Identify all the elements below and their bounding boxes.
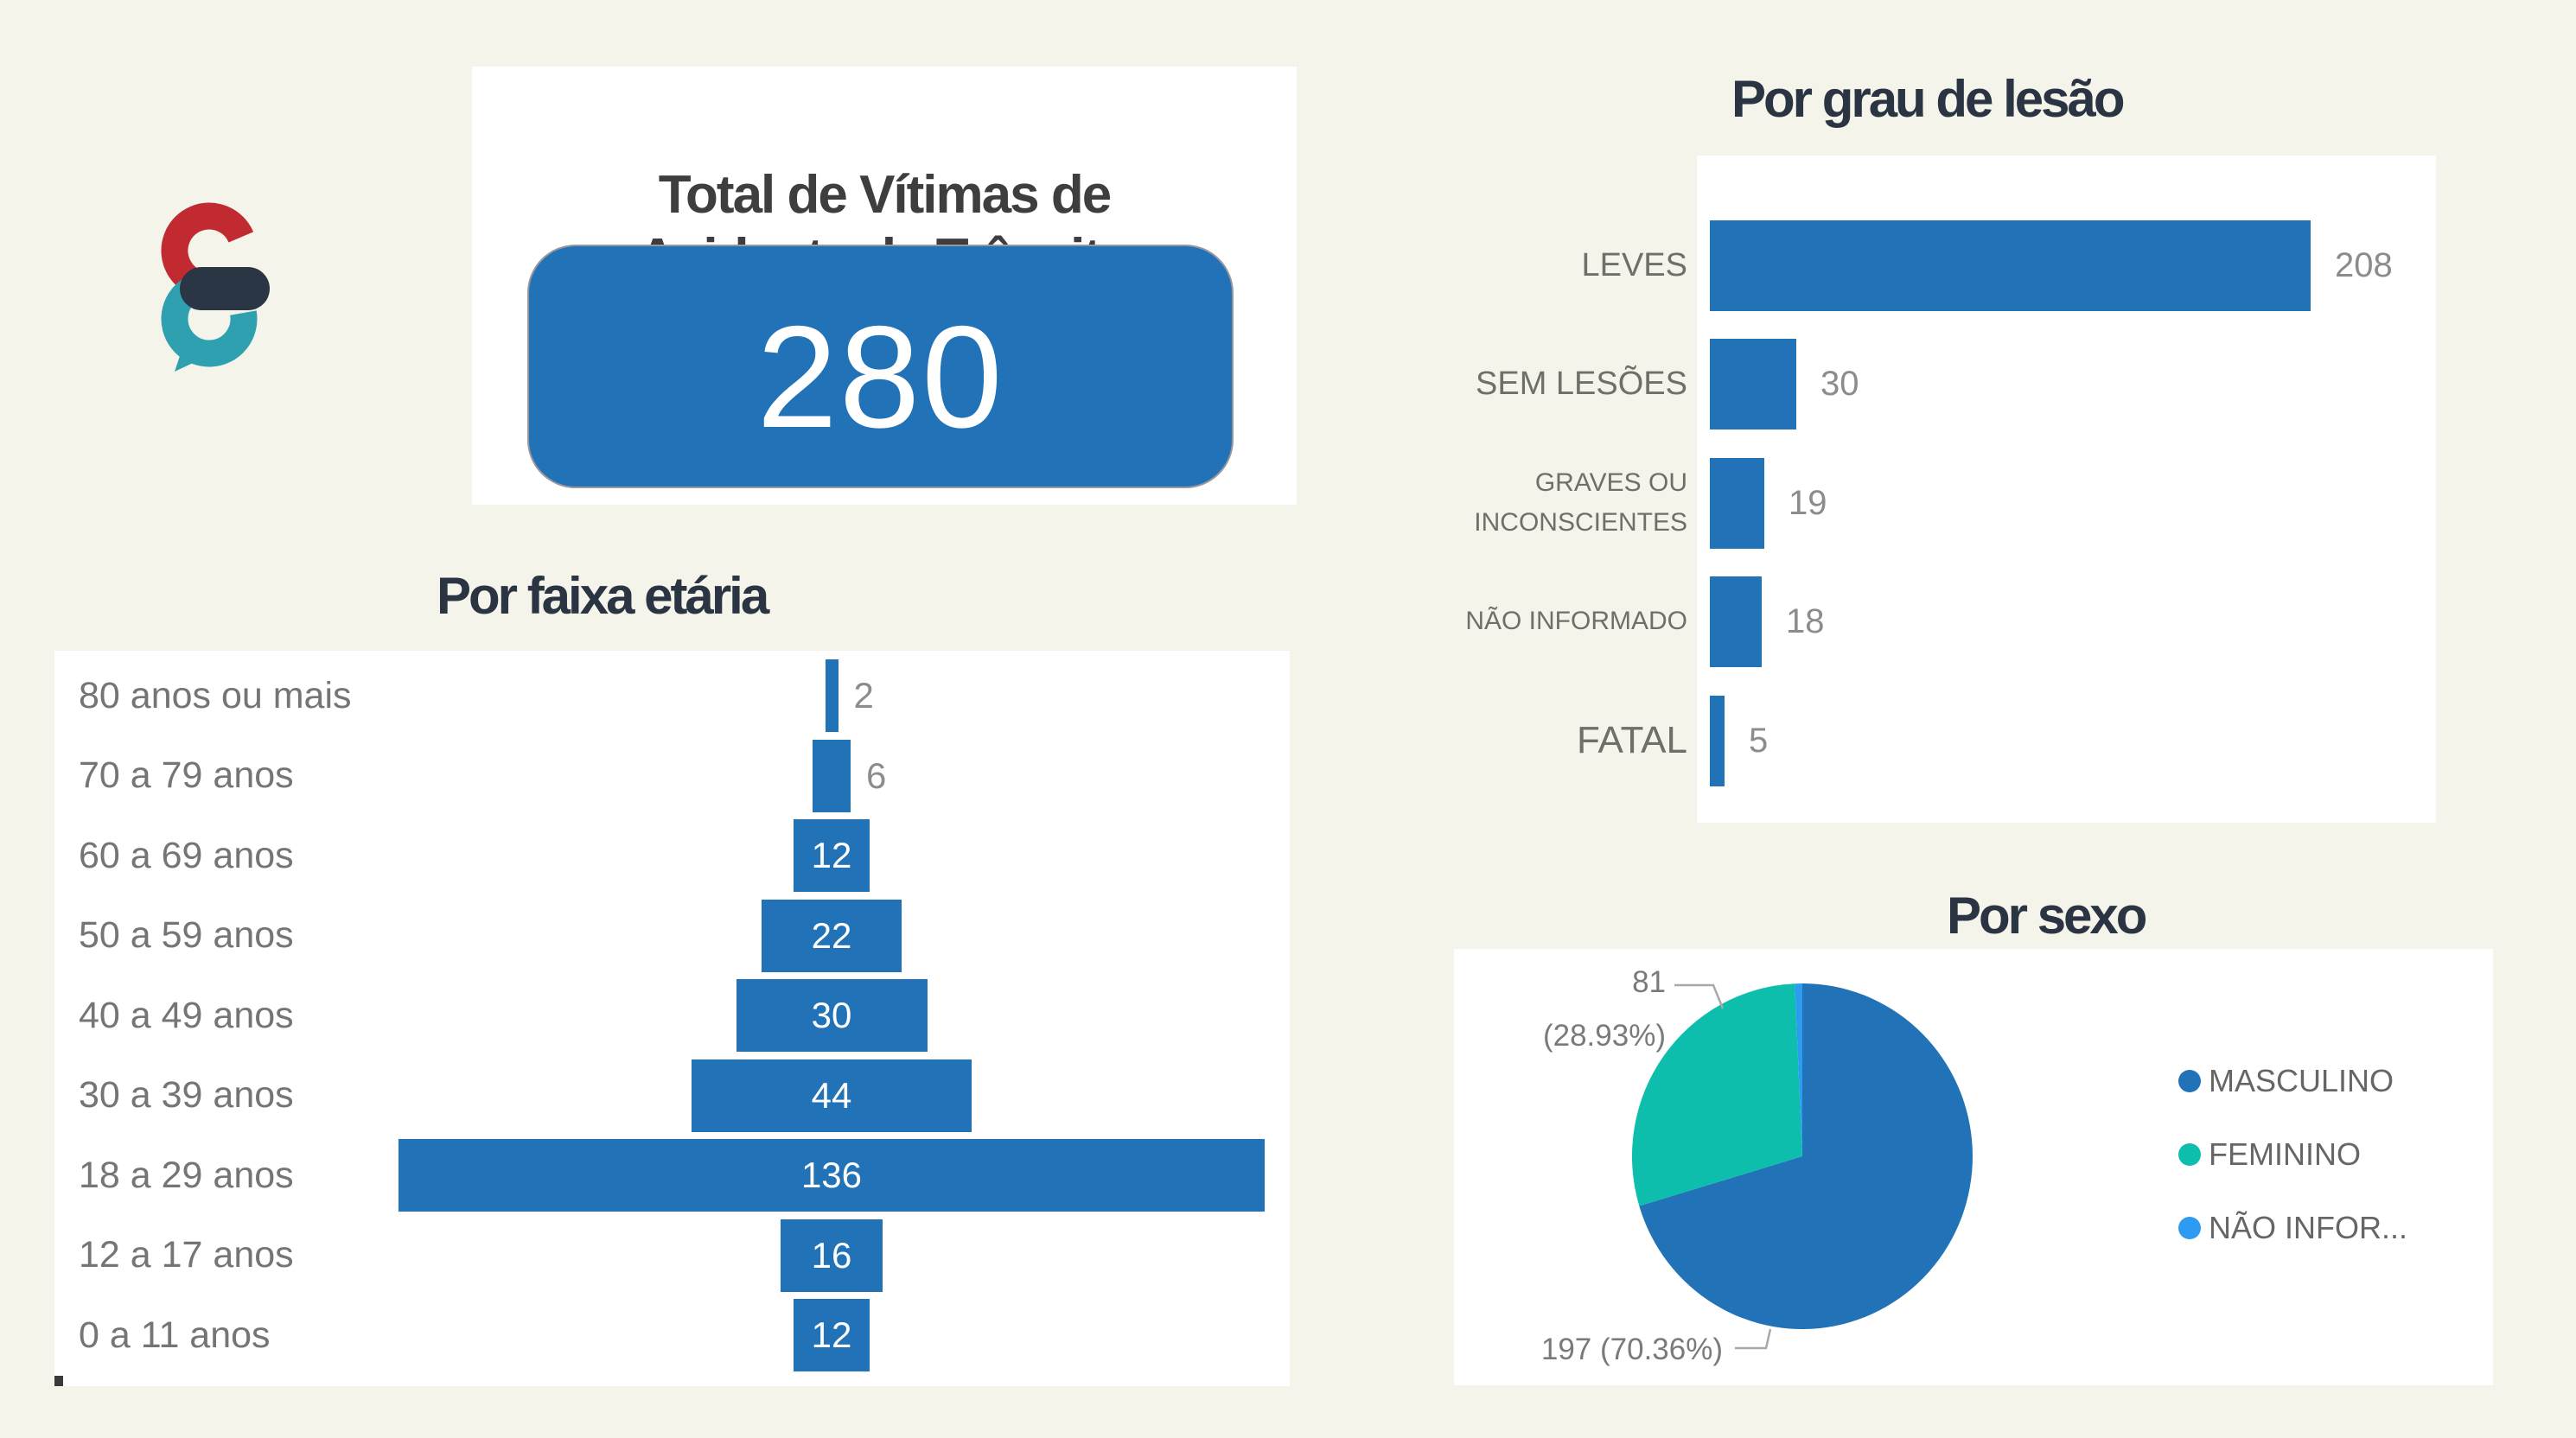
kpi-card: Total de Vítimas de Acidente de Trânsito… [472, 67, 1297, 505]
faixa-bar-value-4: 30 [811, 995, 852, 1036]
grau-bar-0[interactable] [1710, 220, 2311, 311]
faixa-bar-6[interactable] [399, 1139, 1265, 1212]
screen-artifact-speck [54, 1376, 63, 1386]
legend-item-2[interactable]: NÃO INFOR... [2178, 1210, 2408, 1245]
faixa-bar-2[interactable] [794, 819, 870, 893]
faixa-category-label-6: 18 a 29 anos [79, 1154, 294, 1196]
grau-category-label-1: SEM LESÕES [1476, 366, 1687, 403]
grau-bar-value-2: 19 [1789, 483, 1827, 522]
faixa-bar-value-2: 12 [811, 835, 852, 876]
pie-slice-n-o-infor-[interactable] [1795, 983, 1802, 1156]
faixa-bar-3[interactable] [762, 899, 902, 972]
grau-chart-plot-area: 208 30 19 18 5 [1697, 156, 2436, 823]
sexo-pie-chart [1631, 983, 1973, 1350]
faixa-bar-value-8: 12 [811, 1314, 852, 1356]
pie-callout-feminino-pct: (28.93%) [1542, 1019, 1666, 1053]
legend-dot-icon [2178, 1070, 2201, 1092]
legend-item-0[interactable]: MASCULINO [2178, 1063, 2407, 1098]
sexo-chart-title: Por sexo [1947, 887, 2147, 945]
grau-category-label-2: GRAVES OU INCONSCIENTES [1474, 468, 1687, 538]
faixa-chart-title: Por faixa etária [437, 567, 769, 625]
legend-dot-icon [2178, 1217, 2201, 1239]
legend-label-0: MASCULINO [2209, 1063, 2394, 1098]
sexo-chart-legend: MASCULINO FEMININO NÃO INFOR... [2178, 1063, 2408, 1284]
grau-chart-title: Por grau de lesão [1731, 70, 2125, 128]
logo-navy-pill [180, 267, 270, 310]
grau-bar-4[interactable] [1710, 695, 1725, 786]
faixa-bar-value-1: 6 [866, 754, 887, 796]
faixa-bar-value-5: 44 [811, 1074, 852, 1116]
grau-bar-2[interactable] [1710, 457, 1764, 549]
kpi-card-title-line1: Total de Vítimas de [658, 165, 1112, 225]
pie-callout-masculino: 197 (70.36%) [1540, 1333, 1723, 1366]
faixa-category-label-8: 0 a 11 anos [79, 1314, 271, 1356]
grau-category-label-0: LEVES [1581, 246, 1687, 283]
grau-bar-value-4: 5 [1749, 721, 1769, 760]
grau-category-label-4: FATAL [1577, 718, 1687, 761]
faixa-bar-value-6: 136 [800, 1155, 863, 1196]
grau-bar-value-3: 18 [1786, 602, 1825, 640]
logo-teal-tail [175, 346, 207, 372]
faixa-category-label-1: 70 a 79 anos [79, 754, 294, 797]
grau-bar-3[interactable] [1710, 576, 1762, 667]
sexo-chart-panel: 81 (28.93%) 197 (70.36%) MASCULINO FEMINI… [1454, 949, 2493, 1385]
grau-category-label-3: NÃO INFORMADO [1465, 607, 1687, 636]
faixa-bar-value-3: 22 [811, 914, 852, 956]
faixa-bar-4[interactable] [736, 979, 928, 1053]
faixa-bar-5[interactable] [692, 1059, 972, 1132]
faixa-category-label-0: 80 anos ou mais [79, 674, 352, 716]
callout-leader-feminino [1674, 983, 1725, 1009]
kpi-value-pill[interactable]: 280 [527, 245, 1234, 488]
grau-chart-category-axis: LEVES SEM LESÕES GRAVES OU INCONSCIENTES NÃ… [1383, 156, 1687, 823]
callout-leader-masculino [1735, 1328, 1772, 1350]
faixa-category-label-2: 60 a 69 anos [79, 834, 294, 876]
pie-callout-feminino: 81 (28.93%) [1543, 956, 1666, 1063]
faixa-bar-8[interactable] [794, 1299, 870, 1372]
legend-item-1[interactable]: FEMININO [2178, 1136, 2407, 1172]
faixa-bar-1[interactable] [813, 739, 851, 812]
legend-dot-icon [2178, 1143, 2201, 1166]
legend-label-2: NÃO INFOR... [2209, 1210, 2408, 1245]
faixa-chart-plot-area: 80 anos ou mais 2 70 a 79 anos 6 60 a 69 ano… [54, 651, 1290, 1386]
grau-bar-value-0: 208 [2335, 245, 2393, 284]
faixa-bar-7[interactable] [781, 1218, 883, 1292]
faixa-category-label-3: 50 a 59 anos [79, 914, 294, 957]
pie-slice-feminino[interactable] [1631, 983, 1802, 1206]
grau-bar-value-1: 30 [1820, 365, 1859, 403]
faixa-category-label-7: 12 a 17 anos [79, 1234, 294, 1276]
kpi-value: 280 [756, 295, 1004, 458]
faixa-bar-value-7: 16 [811, 1234, 852, 1276]
faixa-bar-value-0: 2 [853, 675, 874, 716]
pie-callout-feminino-value: 81 [1632, 965, 1666, 999]
pie-slice-masculino[interactable] [1639, 983, 1973, 1329]
speech-bubble-e-logo-icon [161, 202, 270, 372]
faixa-bar-0[interactable] [825, 659, 838, 732]
grau-bar-1[interactable] [1710, 339, 1796, 429]
faixa-category-label-5: 30 a 39 anos [79, 1074, 294, 1117]
faixa-category-label-4: 40 a 49 anos [79, 994, 294, 1036]
legend-label-1: FEMININO [2209, 1136, 2361, 1172]
